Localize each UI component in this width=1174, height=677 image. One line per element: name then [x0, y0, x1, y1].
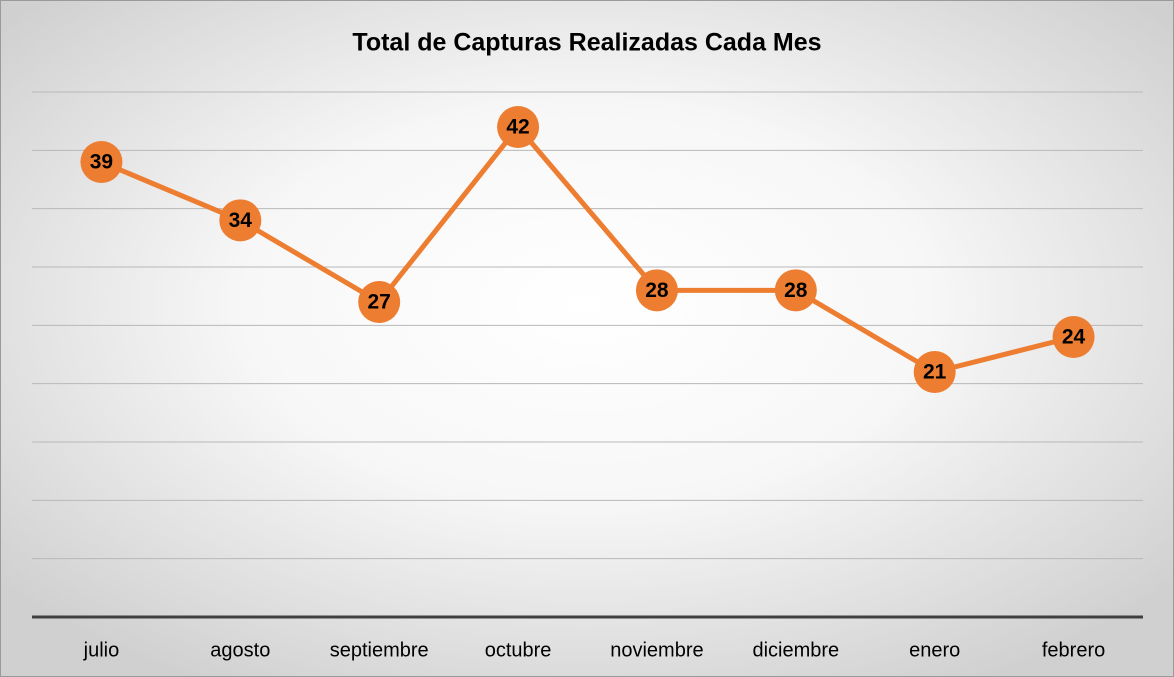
series-line: [100, 124, 1075, 375]
x-tick-label: septiembre: [330, 639, 429, 661]
x-tick-label: febrero: [1042, 639, 1105, 661]
data-point: [358, 281, 401, 323]
data-point: [635, 269, 678, 312]
data-point: [497, 106, 540, 148]
data-label: 27: [368, 291, 391, 314]
x-tick-label: agosto: [210, 639, 270, 661]
data-point: [80, 141, 123, 183]
x-tick-label: noviembre: [610, 639, 703, 661]
data-label: 28: [784, 279, 808, 302]
data-point: [913, 351, 956, 393]
series-lines: [100, 124, 1075, 375]
series-points: 39 34 27 42 28 28 21 24: [80, 106, 1095, 393]
data-point: [1052, 316, 1095, 358]
data-label: 34: [229, 209, 253, 232]
x-axis-labels: julio agosto septiembre octubre noviembre dic…: [83, 639, 1106, 661]
x-tick-label: julio: [83, 639, 120, 661]
chart-title: Total de Capturas Realizadas Cada Mes: [352, 29, 821, 57]
data-label: 28: [645, 279, 669, 302]
x-tick-label: diciembre: [752, 639, 839, 661]
x-tick-label: octubre: [485, 639, 552, 661]
x-tick-label: enero: [909, 639, 960, 661]
data-label: 24: [1062, 326, 1086, 349]
data-point: [219, 199, 262, 242]
data-label: 42: [506, 116, 529, 139]
data-label: 21: [923, 361, 947, 384]
data-label: 39: [90, 151, 113, 174]
data-point: [774, 269, 817, 312]
